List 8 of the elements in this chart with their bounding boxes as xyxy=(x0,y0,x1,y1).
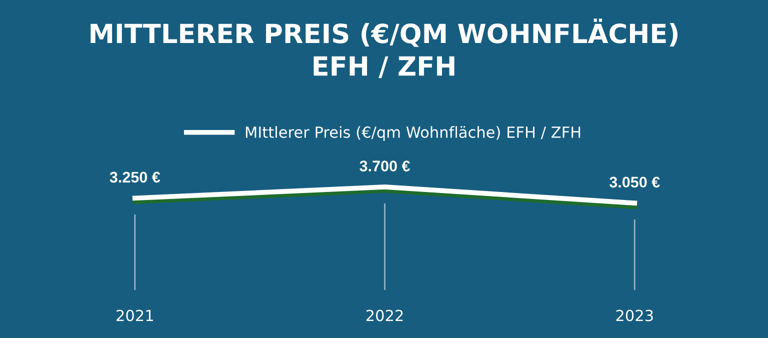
data-label: 3.700 € xyxy=(360,160,410,172)
chart-title: MITTLERER PREIS (€/QM WOHNFLÄCHE) EFH / ZFH xyxy=(90,18,678,78)
data-label: 3.050 € xyxy=(609,176,660,188)
x-tick-label: 2022 xyxy=(366,310,403,322)
data-label: 3.250 € xyxy=(110,172,160,183)
legend-label: MIttlerer Preis (€/qm Wohnfläche) EFH / ZFH xyxy=(246,126,580,141)
x-tick-label: 2023 xyxy=(616,310,653,322)
x-tick-label: 2021 xyxy=(116,310,153,322)
